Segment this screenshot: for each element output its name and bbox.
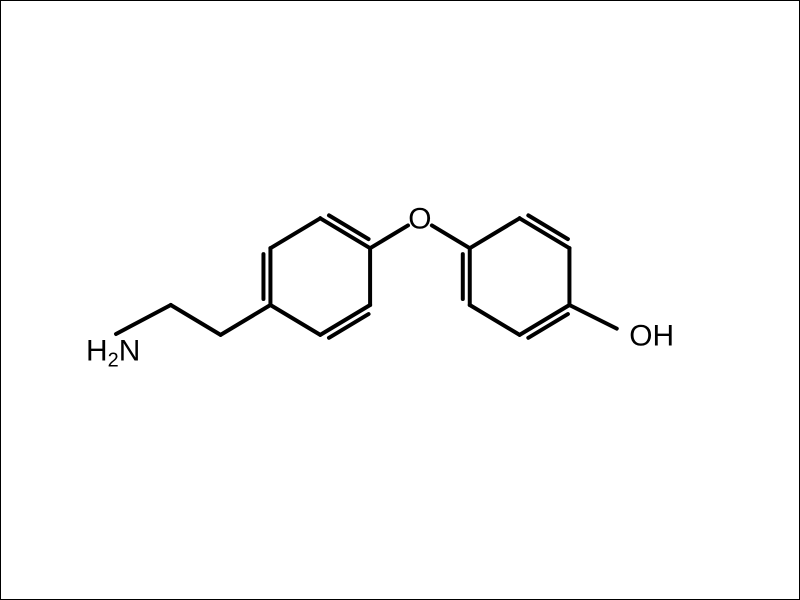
- atom-label: H2N: [86, 334, 140, 371]
- bond: [116, 305, 171, 334]
- bond: [320, 218, 370, 248]
- bond: [221, 305, 271, 335]
- bond: [432, 225, 470, 248]
- atom-label: O: [408, 203, 431, 236]
- bond: [171, 305, 221, 335]
- bond: [270, 305, 320, 335]
- bond: [569, 305, 616, 329]
- molecule-diagram: H2N O OH: [1, 1, 799, 599]
- bond: [320, 305, 370, 335]
- bond: [470, 305, 520, 335]
- bond: [370, 225, 408, 248]
- canvas: H2N O OH: [0, 0, 800, 600]
- atom-label: OH: [629, 319, 674, 352]
- bond: [270, 218, 320, 248]
- bond: [520, 305, 570, 335]
- bond: [470, 218, 520, 248]
- bond: [520, 218, 570, 248]
